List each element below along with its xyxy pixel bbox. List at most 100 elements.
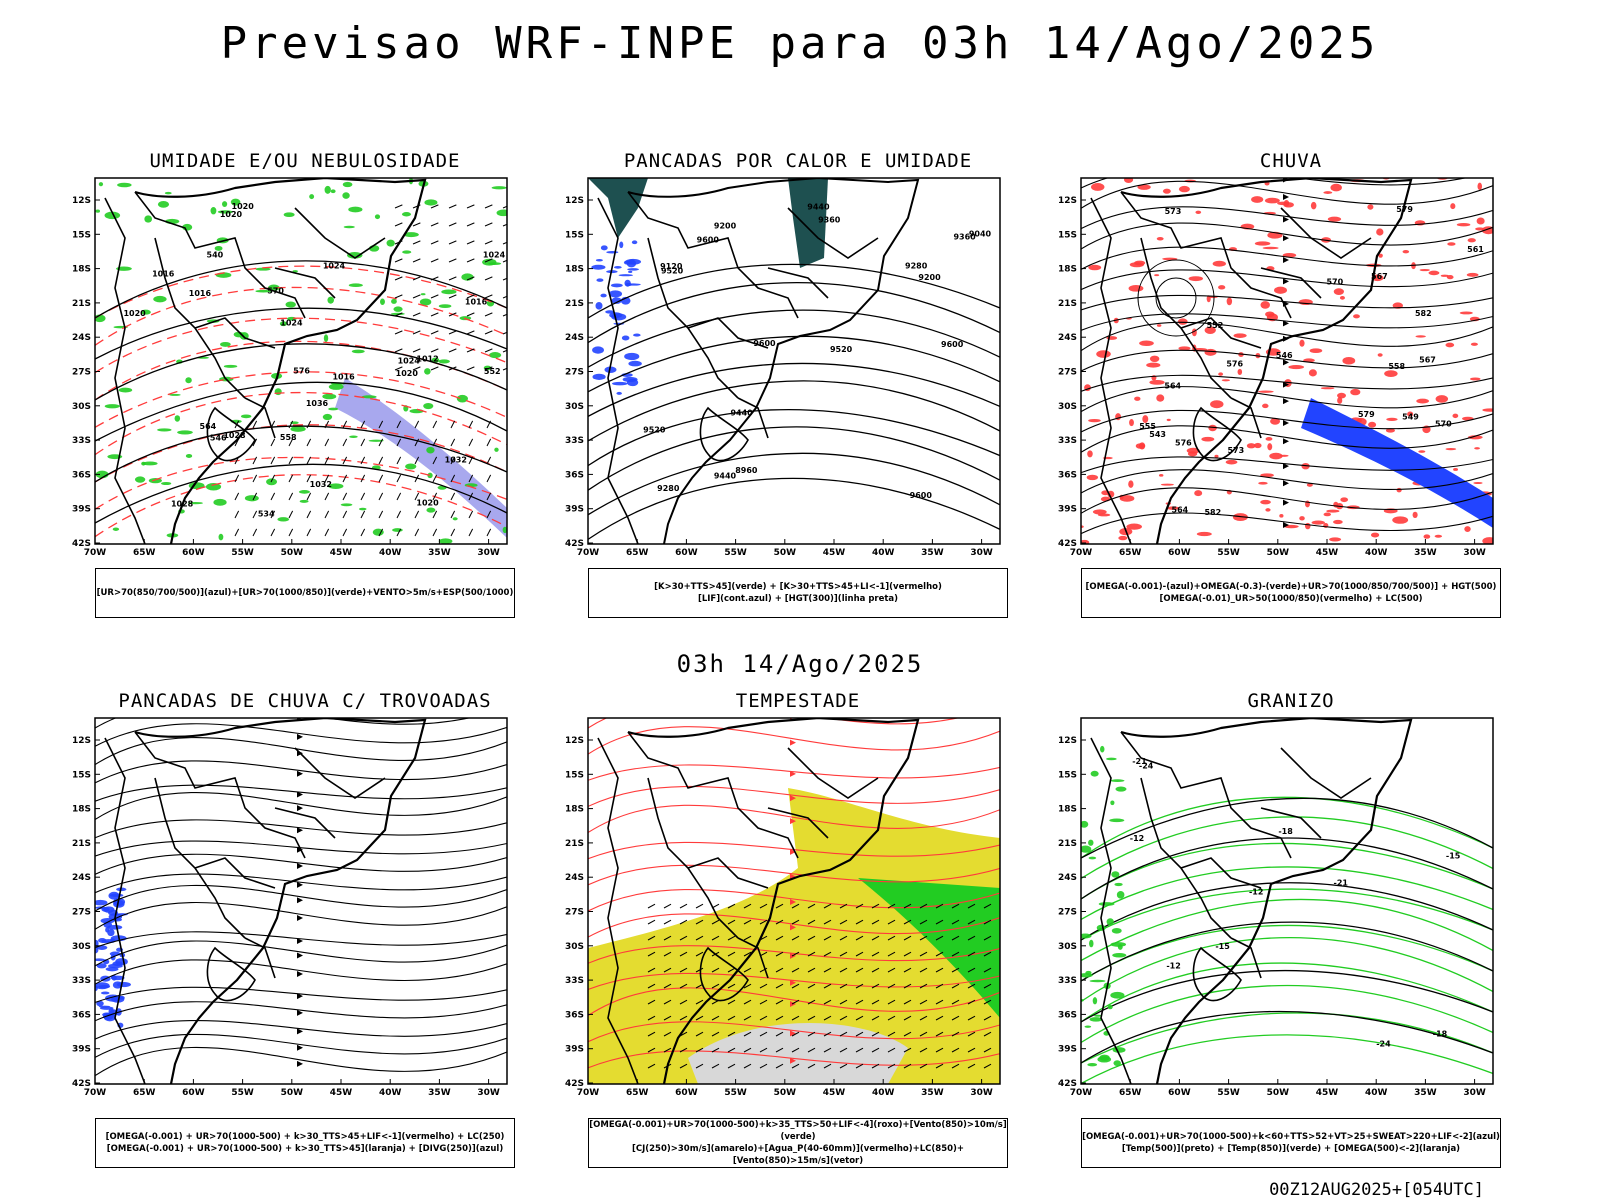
shaded-area	[1160, 483, 1174, 486]
shaded-area	[1237, 368, 1243, 376]
wind-vector	[394, 294, 403, 299]
shaded-area	[279, 321, 288, 327]
contour-label: 1032	[310, 480, 332, 489]
shaded-area	[108, 891, 120, 900]
wind-vector	[711, 1031, 720, 1037]
shaded-area	[1087, 450, 1093, 458]
shaded-area	[1257, 390, 1274, 393]
lon-label: 65W	[626, 548, 649, 558]
wind-vector	[324, 420, 330, 429]
lon-label: 45W	[823, 548, 846, 558]
country-border	[1090, 737, 1132, 1084]
shaded-area	[107, 928, 115, 937]
country-border	[1090, 197, 1132, 544]
streamline-arrow	[297, 1060, 303, 1067]
contour-label: 9280	[657, 484, 680, 493]
lat-label: 24S	[1058, 333, 1077, 343]
shaded-area	[1129, 419, 1134, 427]
wind-vector	[448, 348, 457, 353]
shaded-area	[1339, 295, 1345, 300]
wind-vector	[432, 528, 438, 537]
shaded-area	[1208, 424, 1217, 432]
streamline	[588, 785, 1000, 807]
contour-label: 1016	[189, 289, 212, 298]
contour-label: 9520	[643, 425, 666, 434]
lat-label: 36S	[72, 1010, 91, 1020]
wind-vector	[839, 935, 848, 941]
wind-vector	[903, 919, 912, 925]
contour-label: 1020	[416, 498, 439, 507]
country-border	[294, 747, 386, 799]
wind-vector	[855, 967, 864, 973]
wind-vector	[711, 1047, 720, 1053]
wind-vector	[466, 222, 475, 227]
country-border	[134, 731, 306, 859]
wind-vector	[919, 1015, 928, 1021]
wind-vector	[903, 1015, 912, 1021]
streamline	[95, 784, 507, 802]
legend-line: [OMEGA(-0.001) + UR>70(1000-500) + k>30_…	[105, 1132, 505, 1142]
wind-vector	[711, 1015, 720, 1021]
wind-vector	[903, 1031, 912, 1037]
wind-vector	[324, 456, 330, 465]
shaded-area	[1186, 447, 1200, 454]
shaded-area	[1114, 882, 1123, 887]
wind-vector	[430, 222, 439, 227]
wind-vector	[951, 1015, 960, 1021]
contour-label: 1032	[445, 455, 467, 464]
wind-vector	[412, 258, 421, 263]
wind-vector	[759, 919, 768, 925]
wind-vector	[887, 919, 896, 925]
wind-vector	[791, 1063, 800, 1069]
lon-label: 30W	[477, 548, 500, 558]
wind-vector	[871, 1015, 880, 1021]
shaded-area	[392, 528, 403, 532]
wind-vector	[394, 330, 403, 335]
shaded-area	[633, 333, 641, 337]
wind-vector	[647, 1047, 656, 1053]
wind-vector	[695, 1063, 704, 1069]
panel-title: CHUVA	[1259, 150, 1323, 172]
streamline-arrow	[1283, 257, 1289, 264]
legend-box: [K>30+TTS>45](verde) + [K>30+TTS>45+LI<-…	[588, 568, 1008, 618]
shaded-area	[502, 526, 507, 534]
shaded-area	[100, 917, 115, 924]
shaded-area	[1428, 270, 1440, 276]
wind-vector	[967, 919, 976, 925]
wind-vector	[663, 903, 672, 909]
wind-vector	[647, 903, 656, 909]
shaded-area	[489, 352, 502, 359]
lon-label: 40W	[1365, 1088, 1388, 1098]
contour-line	[1081, 797, 1493, 859]
shaded-area	[95, 899, 108, 906]
streamline-arrow	[297, 846, 303, 853]
wind-vector	[432, 456, 438, 465]
shaded-area	[452, 517, 458, 521]
contour-line	[1081, 842, 1493, 900]
shaded-area	[274, 388, 282, 396]
wind-vector	[484, 222, 493, 227]
contour-label: 1024	[483, 251, 506, 260]
wind-vector	[679, 999, 688, 1005]
shaded-area	[1089, 939, 1094, 948]
shaded-area	[1301, 462, 1310, 470]
wind-vector	[823, 919, 832, 925]
lat-label: 12S	[72, 736, 91, 746]
wind-vector	[743, 967, 752, 973]
lon-label: 55W	[231, 548, 254, 558]
wind-vector	[967, 983, 976, 989]
streamline-arrow	[790, 1030, 796, 1037]
contour-label: 567	[1419, 355, 1436, 364]
shaded-area	[100, 991, 110, 995]
shaded-area	[604, 366, 617, 373]
shaded-area	[210, 206, 217, 215]
wind-vector	[695, 967, 704, 973]
wind-vector	[394, 204, 403, 209]
lon-label: 55W	[231, 1088, 254, 1098]
wind-vector	[743, 951, 752, 957]
wind-vector	[759, 999, 768, 1005]
streamline	[588, 913, 1000, 938]
wind-vector	[663, 999, 672, 1005]
lat-label: 21S	[1058, 299, 1077, 309]
lat-label: 15S	[565, 770, 584, 780]
